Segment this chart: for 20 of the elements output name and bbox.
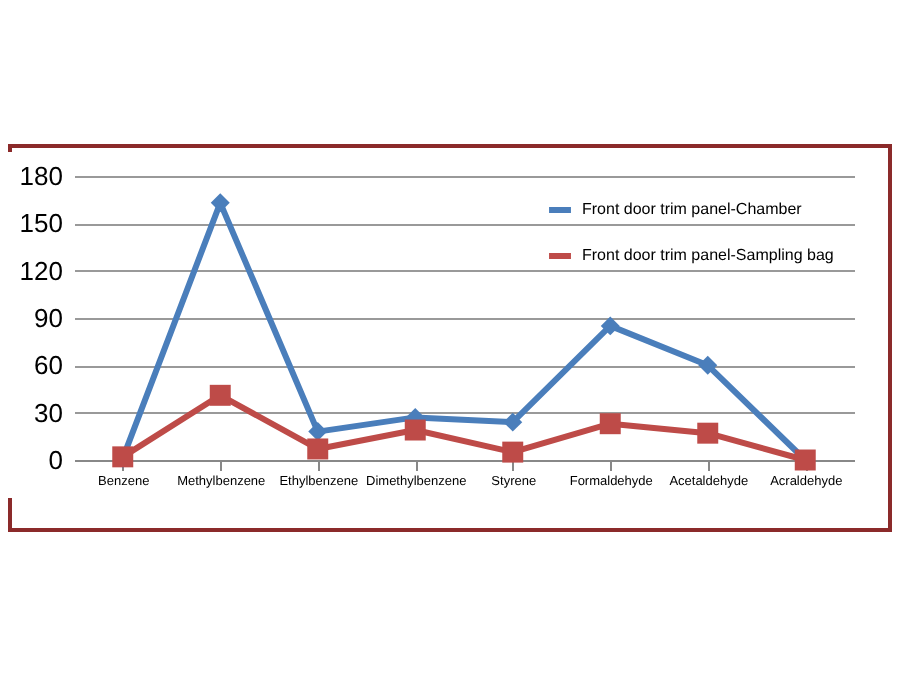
point — [503, 412, 523, 432]
point — [698, 355, 718, 375]
point — [209, 384, 231, 406]
point — [404, 419, 426, 441]
point — [697, 422, 719, 444]
point — [502, 441, 524, 463]
point — [210, 193, 230, 213]
y-tick-label: 150 — [19, 208, 63, 239]
y-tick-label: 120 — [19, 255, 63, 286]
y-tick-label: 0 — [48, 445, 63, 475]
legend-label: Front door trim panel-Chamber — [582, 200, 803, 218]
point — [308, 422, 328, 442]
point — [600, 316, 620, 336]
y-tick-label: 60 — [34, 350, 63, 381]
y-tick-label: 180 — [19, 161, 63, 191]
y-tick-label: 90 — [34, 303, 63, 333]
point — [599, 413, 621, 435]
y-tick-label: 30 — [34, 397, 63, 428]
legend-label: Front door trim panel-Sampling bag — [582, 246, 834, 264]
point — [307, 438, 329, 460]
